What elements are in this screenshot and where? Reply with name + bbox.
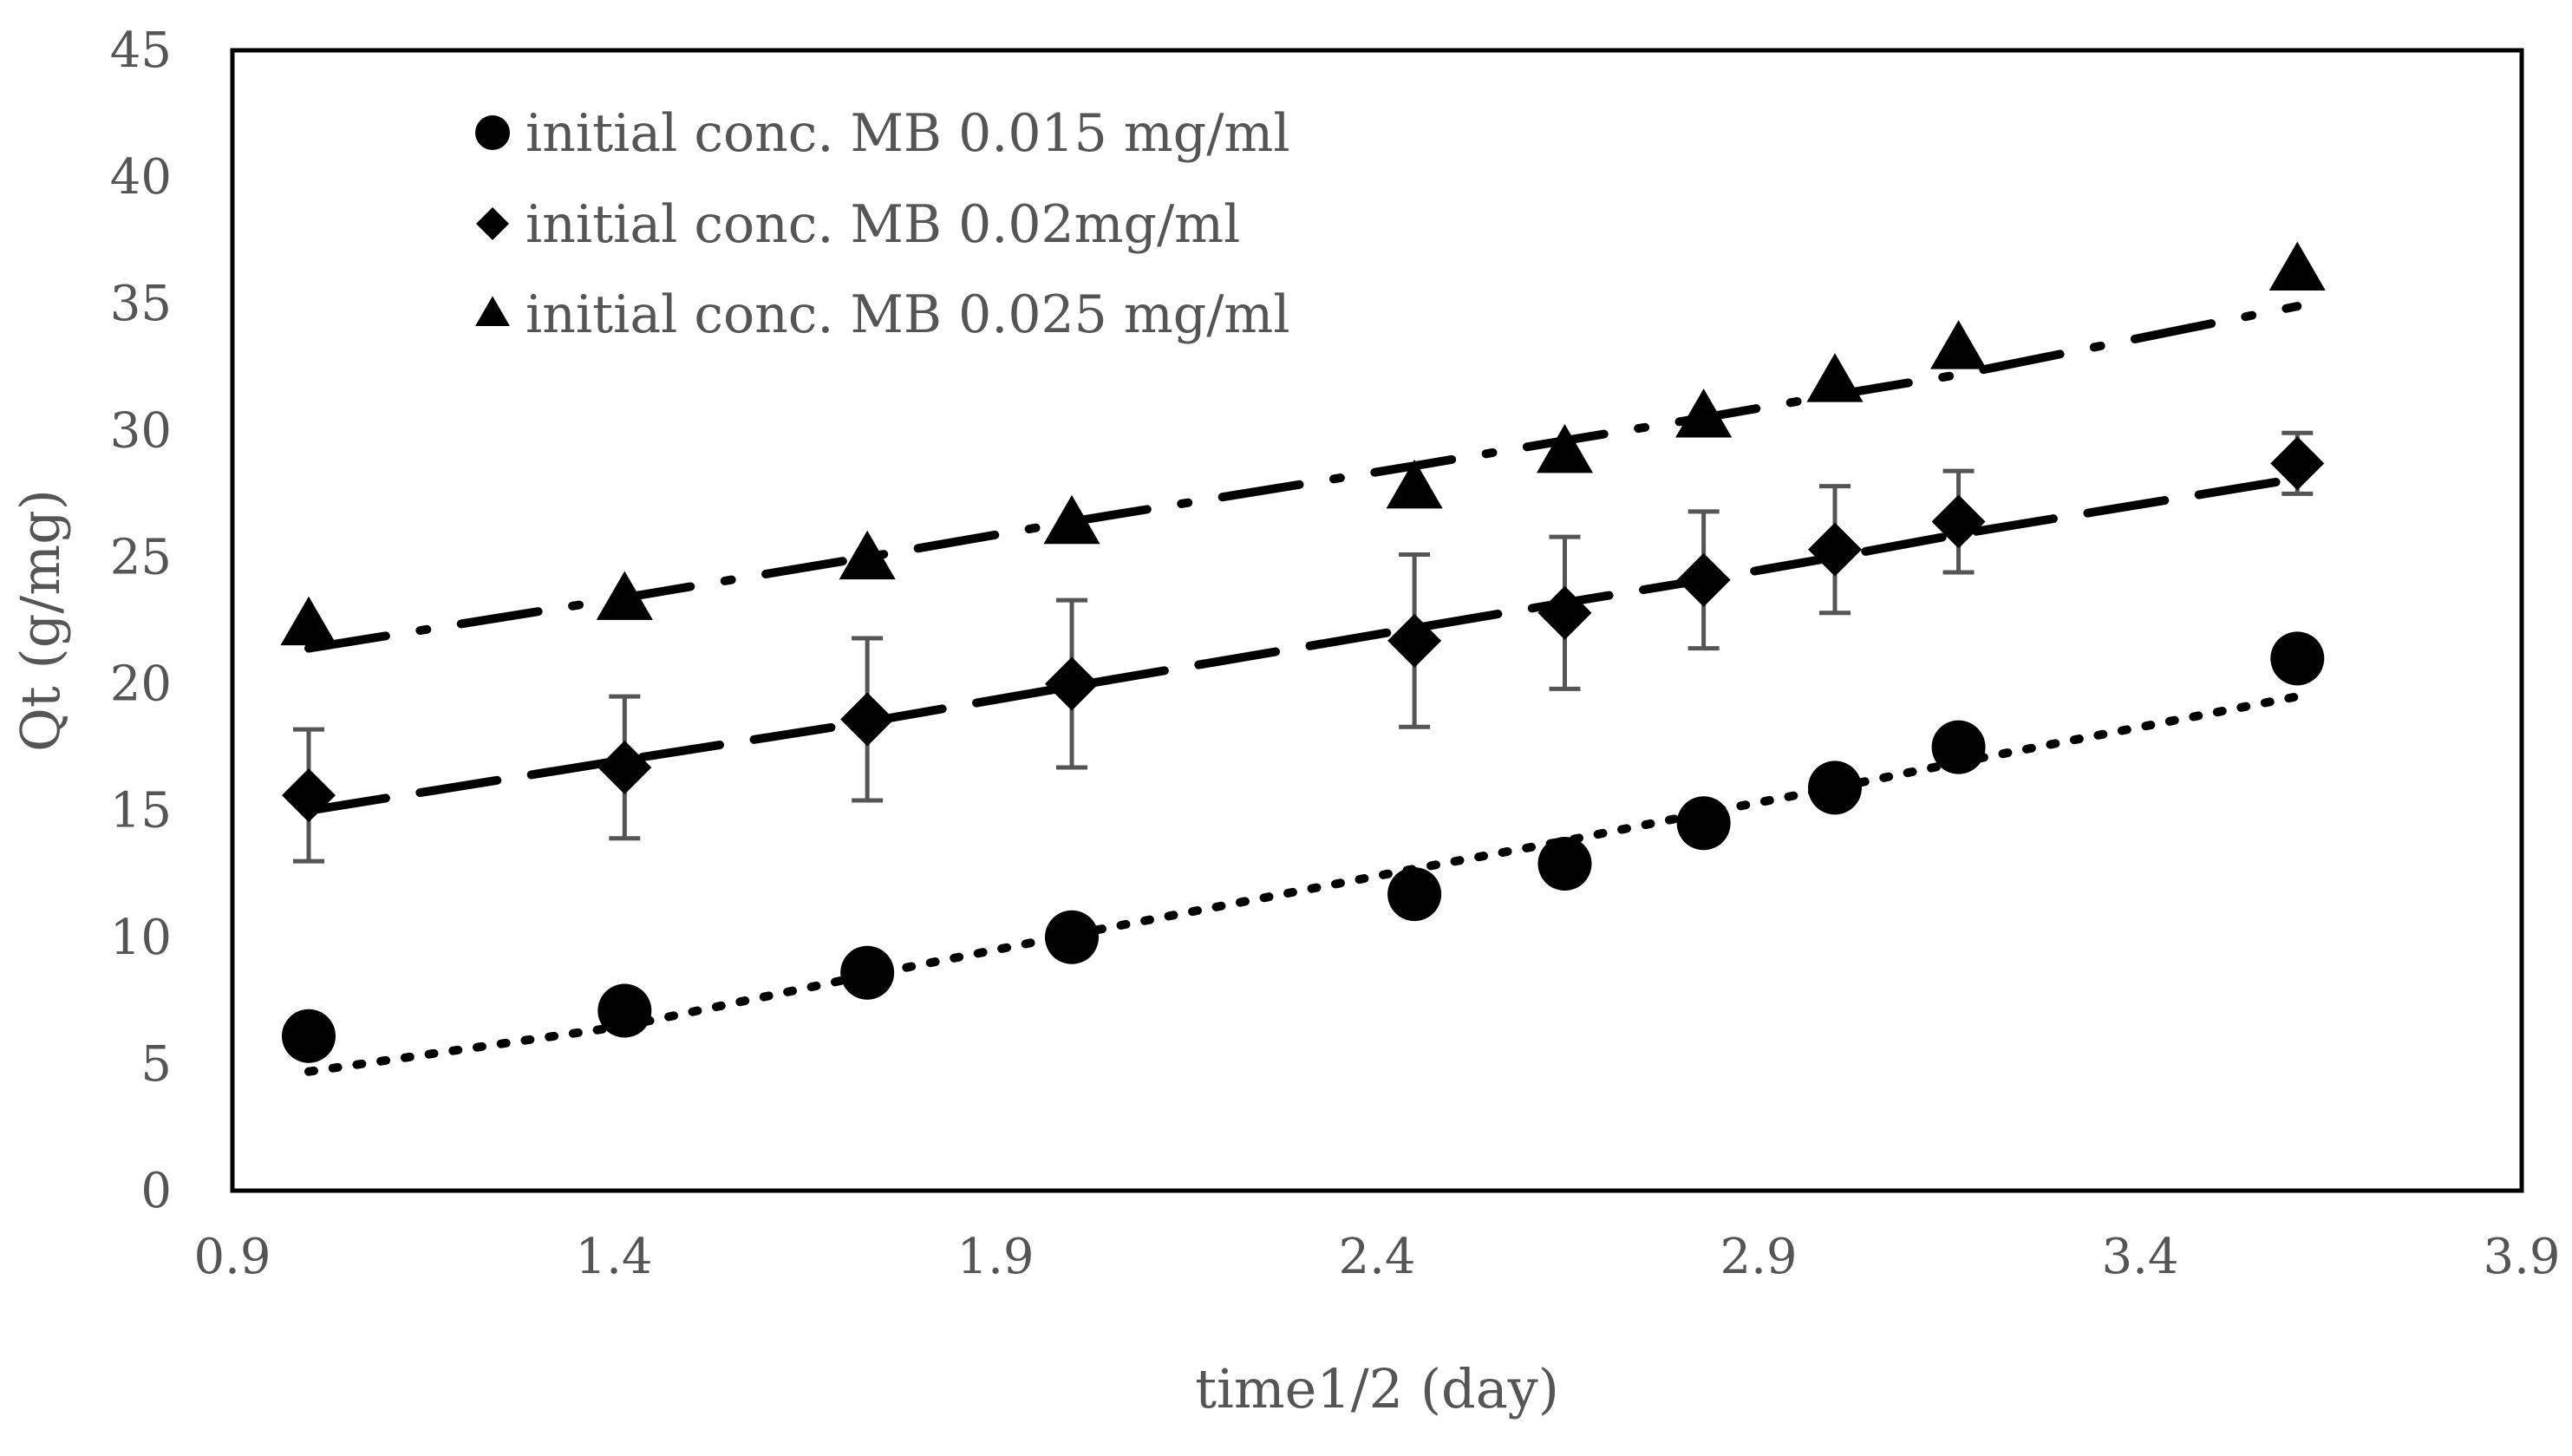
y-tick-labels: 0 5 10 15 20 25 30 35 40 45	[110, 23, 172, 1219]
data-point-series-3	[839, 530, 896, 580]
legend-marker	[476, 207, 509, 240]
trendlines	[304, 302, 2302, 1076]
legend-entry: initial conc. MB 0.025 mg/ml	[475, 284, 1290, 345]
data-point-series-1	[1537, 837, 1592, 891]
legend-marker	[475, 115, 510, 150]
data-point-series-1	[597, 983, 652, 1038]
data-point-series-3	[596, 571, 653, 620]
error-bars	[293, 430, 2314, 864]
data-point-series-2	[840, 692, 895, 747]
data-point-series-2	[1045, 656, 1099, 711]
trendline-series-1	[304, 692, 2302, 1076]
legend: initial conc. MB 0.015 mg/ml initial conc…	[475, 103, 1290, 345]
data-point-series-3	[1806, 353, 1864, 402]
data-points	[280, 241, 2326, 1063]
data-point-series-3	[1536, 423, 1594, 473]
legend-label: initial conc. MB 0.02mg/ml	[525, 194, 1240, 255]
data-point-series-1	[1931, 720, 1986, 774]
y-tick-label: 0	[140, 1163, 172, 1219]
trendline-series-2	[304, 473, 2302, 815]
y-tick-label: 25	[110, 529, 172, 585]
data-point-series-1	[1676, 796, 1731, 851]
x-tick-label: 3.4	[2101, 1229, 2178, 1285]
data-point-series-1	[282, 1009, 336, 1063]
data-point-series-2	[1676, 552, 1731, 607]
y-tick-label: 5	[140, 1036, 172, 1093]
y-tick-label: 45	[110, 23, 172, 79]
data-point-series-1	[1387, 867, 1442, 922]
data-point-series-2	[1931, 494, 1986, 549]
trendline-series-3	[304, 302, 2302, 653]
data-point-series-3	[280, 596, 337, 646]
x-tick-label: 3.9	[2483, 1229, 2560, 1285]
legend-label: initial conc. MB 0.025 mg/ml	[525, 284, 1290, 345]
data-point-series-3	[1386, 459, 1443, 509]
data-point-series-3	[1043, 494, 1100, 545]
x-tick-label: 1.9	[956, 1229, 1034, 1285]
legend-label: initial conc. MB 0.015 mg/ml	[525, 103, 1290, 164]
y-tick-label: 30	[110, 402, 172, 459]
data-point-series-2	[1387, 613, 1442, 668]
x-tick-label: 1.4	[575, 1229, 652, 1285]
data-point-series-1	[840, 945, 895, 1000]
legend-entry: initial conc. MB 0.02mg/ml	[476, 194, 1240, 255]
x-tick-labels: 0.9 1.4 1.9 2.4 2.9 3.4 3.9	[193, 1229, 2560, 1285]
x-axis-title: time1/2 (day)	[1195, 1357, 1559, 1420]
y-axis-title: Qt (g/mg)	[9, 489, 72, 752]
data-point-series-3	[2268, 241, 2326, 291]
x-tick-label: 2.4	[1338, 1229, 1415, 1285]
data-point-series-1	[1808, 761, 1862, 815]
y-tick-label: 35	[110, 276, 172, 332]
x-tick-label: 0.9	[193, 1229, 271, 1285]
y-tick-label: 10	[110, 910, 172, 966]
y-tick-label: 20	[110, 656, 172, 713]
data-point-series-1	[1045, 910, 1099, 964]
y-tick-label: 40	[110, 149, 172, 206]
plot-area-frame	[230, 48, 2524, 1193]
y-tick-label: 15	[110, 783, 172, 839]
data-point-series-2	[1808, 522, 1862, 577]
data-point-series-3	[1930, 320, 1988, 369]
data-point-series-2	[597, 740, 652, 794]
data-point-series-1	[2270, 631, 2325, 686]
data-point-series-2	[1537, 585, 1592, 640]
x-tick-label: 2.9	[1720, 1229, 1797, 1285]
data-point-series-2	[282, 768, 336, 823]
legend-entry: initial conc. MB 0.015 mg/ml	[475, 103, 1290, 164]
data-point-series-2	[2270, 436, 2325, 491]
legend-marker	[475, 296, 510, 326]
data-point-series-3	[1675, 388, 1733, 438]
